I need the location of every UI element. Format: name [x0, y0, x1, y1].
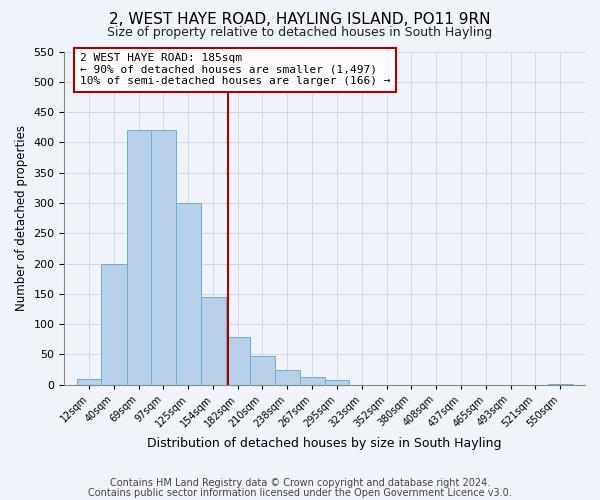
Bar [101, 264, 127, 384]
Bar [151, 130, 176, 384]
Bar [250, 356, 275, 384]
Text: Contains HM Land Registry data © Crown copyright and database right 2024.: Contains HM Land Registry data © Crown c… [110, 478, 490, 488]
Bar [77, 378, 101, 384]
X-axis label: Distribution of detached houses by size in South Hayling: Distribution of detached houses by size … [148, 437, 502, 450]
Bar [201, 297, 226, 384]
Bar [226, 338, 250, 384]
Text: 2 WEST HAYE ROAD: 185sqm
← 90% of detached houses are smaller (1,497)
10% of sem: 2 WEST HAYE ROAD: 185sqm ← 90% of detach… [80, 53, 391, 86]
Text: 2, WEST HAYE ROAD, HAYLING ISLAND, PO11 9RN: 2, WEST HAYE ROAD, HAYLING ISLAND, PO11 … [109, 12, 491, 28]
Bar [325, 380, 349, 384]
Bar [300, 377, 325, 384]
Text: Contains public sector information licensed under the Open Government Licence v3: Contains public sector information licen… [88, 488, 512, 498]
Bar [275, 370, 300, 384]
Bar [176, 203, 201, 384]
Bar [127, 130, 151, 384]
Text: Size of property relative to detached houses in South Hayling: Size of property relative to detached ho… [107, 26, 493, 39]
Y-axis label: Number of detached properties: Number of detached properties [15, 125, 28, 311]
